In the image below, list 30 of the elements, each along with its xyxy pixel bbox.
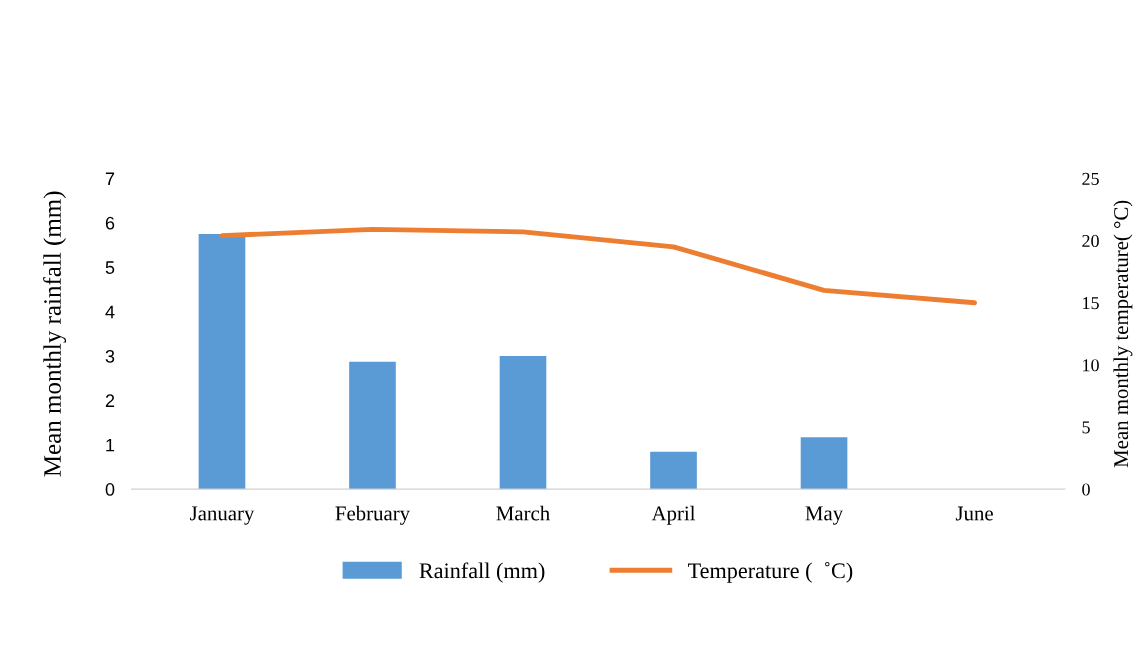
x-tick-label: March [496,505,550,521]
bar [800,437,848,490]
y-axis-title: Mean monthly rainfall (mm) [43,191,67,477]
x-tick-label: January [190,506,255,525]
y-tick-label: 5 [105,261,115,274]
y2-tick-label: 5 [1082,421,1090,434]
y2-axis-title: Mean monthly temperature( °C) [1113,200,1133,468]
bar [650,451,697,490]
y-tick-label: 0 [105,483,115,496]
x-tick-label: June [955,506,993,521]
x-tick-label: April [651,505,696,525]
x-tick-label: February [335,505,411,525]
y2-tick-label: 25 [1082,172,1099,185]
x-tick-label: May [805,506,844,525]
y2-tick-label: 0 [1082,483,1090,496]
y-tick-label: 3 [105,349,115,363]
legend-label: Temperature ( ˚C) [687,561,853,583]
bar [499,356,547,490]
y-tick-label: 7 [105,172,115,186]
y-tick-label: 6 [105,216,115,230]
bar [198,233,246,490]
y-tick-label: 1 [106,438,115,452]
y2-tick-label: 15 [1083,297,1099,310]
y-tick-label: 2 [105,394,115,407]
y-tick-label: 4 [105,305,115,319]
y2-tick-label: 20 [1082,234,1099,248]
line-series [219,226,977,306]
y2-tick-label: 10 [1083,359,1099,372]
bar [349,361,396,490]
legend-label: Rainfall (mm) [419,562,545,583]
